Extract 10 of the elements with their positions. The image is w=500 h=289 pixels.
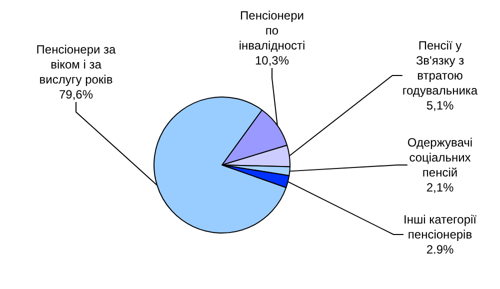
- slice-label: Пенсіонери по інвалідності: [238, 8, 306, 52]
- slice-label: Пенсії у Зв'язку з втратою годувальника: [402, 38, 478, 98]
- data-label: 79,6%: [58, 88, 94, 102]
- data-label: 2.9%: [426, 242, 454, 256]
- slice-label: Інші категорії пенсіонерів: [403, 212, 478, 242]
- data-label: 10,3%: [254, 54, 290, 68]
- data-label: 5,1%: [426, 98, 454, 112]
- slice-label: Пенсіонери за віком і за вислугу років: [36, 42, 116, 86]
- slice-label: Одержувачі соціальних пенсій: [407, 136, 473, 180]
- data-label: 2,1%: [426, 180, 454, 194]
